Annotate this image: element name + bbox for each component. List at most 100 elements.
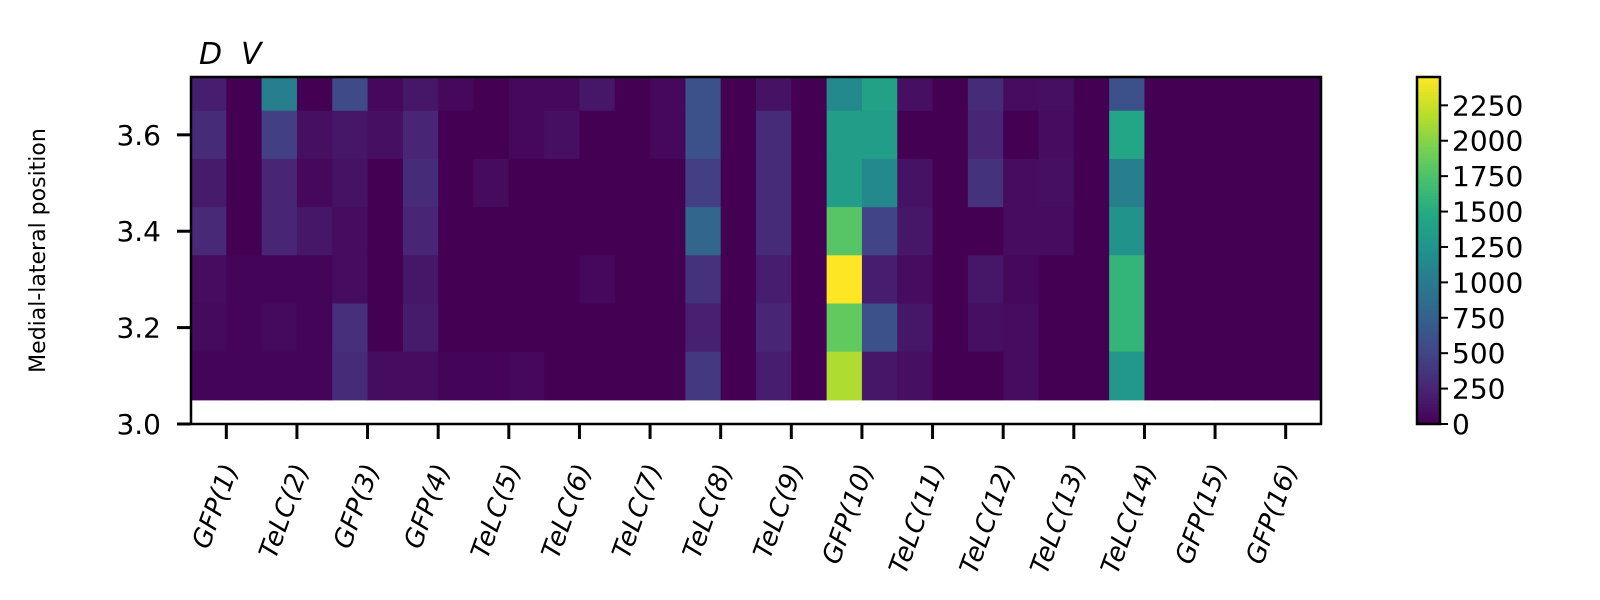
heatmap-cell	[720, 77, 757, 112]
colorbar-segment	[1417, 340, 1440, 344]
heatmap-cell	[791, 351, 828, 401]
colorbar-segment	[1417, 247, 1440, 252]
heatmap-cell	[932, 207, 969, 256]
colorbar-segment	[1417, 322, 1440, 327]
heatmap-cell	[544, 110, 580, 160]
heatmap-cell	[932, 158, 969, 208]
colorbar-segment	[1417, 386, 1440, 390]
colorbar-segment	[1417, 94, 1440, 98]
heatmap-cell	[473, 110, 510, 160]
heatmap-cell	[897, 110, 934, 160]
heatmap-cell	[1250, 303, 1287, 353]
heatmap-cell	[791, 77, 828, 112]
heatmap-cell	[967, 158, 1004, 208]
colorbar-segment	[1417, 293, 1440, 298]
heatmap-cell	[1144, 110, 1181, 160]
heatmap-cell	[1285, 110, 1322, 160]
heatmap-cell	[367, 110, 404, 160]
heatmap-cell	[473, 158, 510, 208]
heatmap-cell	[720, 303, 757, 353]
heatmap-cell	[1250, 207, 1287, 256]
heatmap-cell	[1073, 255, 1110, 305]
x-tick-label: GFP(1)	[187, 460, 245, 553]
heatmap-cell	[861, 351, 898, 401]
heatmap-cell	[650, 255, 686, 305]
heatmap-cell	[861, 255, 898, 305]
colorbar-segment	[1417, 85, 1440, 90]
heatmap-cell	[650, 303, 686, 353]
x-tick-label: TeLC(14)	[1096, 460, 1163, 578]
colorbar-segment	[1417, 406, 1440, 411]
y-tick-label: 3.2	[116, 312, 161, 345]
colorbar-segment	[1417, 308, 1440, 312]
heatmap-cell	[756, 303, 792, 353]
heatmap-cell	[685, 110, 722, 160]
x-tick-label: GFP(15)	[1170, 460, 1234, 568]
heatmap-cell	[756, 158, 792, 208]
heatmap-cell	[438, 77, 474, 112]
colorbar-segment	[1417, 178, 1440, 182]
heatmap-cell	[897, 255, 934, 305]
heatmap-cell	[191, 77, 227, 112]
heatmap-cell	[367, 303, 404, 353]
heatmap-cell	[191, 303, 227, 353]
heatmap-cell	[791, 255, 828, 305]
heatmap-cell	[1285, 303, 1322, 353]
colorbar-segment	[1417, 129, 1440, 133]
colorbar-segment	[1417, 264, 1440, 269]
colorbar-frame	[1415, 75, 1442, 426]
heatmap-cell	[791, 207, 828, 256]
colorbar-segment	[1417, 103, 1440, 107]
colorbar-segment	[1417, 97, 1440, 101]
colorbar-segment	[1417, 207, 1440, 211]
colorbar-tick-label: 750	[1452, 302, 1505, 335]
colorbar-segment	[1417, 155, 1440, 159]
heatmap-cell	[1073, 351, 1110, 401]
colorbar-segment	[1417, 114, 1440, 119]
colorbar-segment	[1417, 279, 1440, 283]
heatmap-cell	[508, 351, 545, 401]
colorbar-segment	[1417, 270, 1440, 275]
heatmap-cell	[791, 158, 828, 208]
colorbar-segment	[1417, 181, 1440, 185]
heatmap-cell	[1179, 77, 1216, 112]
heatmap-cell	[191, 158, 227, 208]
colorbar-segment	[1417, 120, 1440, 124]
heatmap-cell	[1179, 158, 1216, 208]
colorbar-segment	[1417, 210, 1440, 214]
colorbar-segment	[1417, 418, 1440, 422]
heatmap-cell	[1179, 207, 1216, 256]
heatmap-cell	[332, 110, 369, 160]
heatmap-cell	[438, 207, 474, 256]
colorbar-segment	[1417, 285, 1440, 289]
heatmap-cell	[579, 158, 616, 208]
heatmap-cell	[932, 351, 969, 401]
heatmap-cell	[826, 255, 863, 305]
title-left: D	[199, 37, 222, 72]
colorbar-segment	[1417, 351, 1440, 356]
heatmap-cell	[579, 207, 616, 256]
heatmap-cell	[861, 303, 898, 353]
heatmap-cell	[1215, 255, 1251, 305]
heatmap-cell	[296, 77, 333, 112]
colorbar-segment	[1417, 288, 1440, 292]
colorbar-segment	[1417, 400, 1440, 405]
heatmap-cell	[861, 77, 898, 112]
heatmap-cell	[402, 77, 439, 112]
colorbar-segment	[1417, 215, 1440, 220]
x-tick-label: TeLC(9)	[748, 460, 810, 562]
heatmap-cell	[261, 351, 298, 401]
heatmap-cell	[473, 351, 510, 401]
colorbar-segment	[1417, 82, 1440, 87]
colorbar-segment	[1417, 273, 1440, 278]
heatmap-cell	[614, 303, 651, 353]
heatmap-cell	[1144, 158, 1181, 208]
colorbar-tick-label: 2250	[1452, 89, 1523, 122]
heatmap-cell	[473, 207, 510, 256]
heatmap-cell	[402, 255, 439, 305]
colorbar-segment	[1417, 317, 1440, 321]
colorbar-segment	[1417, 363, 1440, 367]
colorbar-segment	[1417, 305, 1440, 309]
heatmap-cell	[1073, 207, 1110, 256]
